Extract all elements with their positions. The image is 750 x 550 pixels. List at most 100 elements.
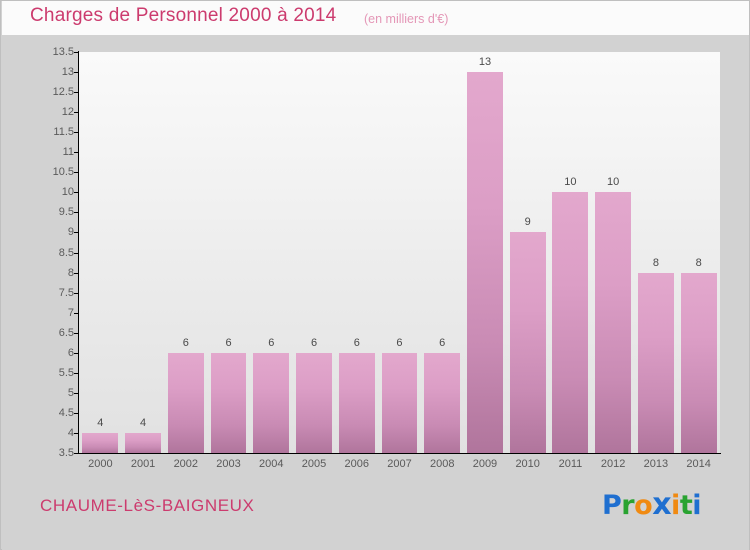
bar[interactable] — [467, 72, 503, 453]
bar-group: 6 — [164, 52, 207, 453]
x-axis-tick-label: 2012 — [600, 458, 626, 470]
bar-group: 10 — [592, 52, 635, 453]
bar-value-label: 6 — [182, 336, 189, 349]
y-axis-tick-mark — [74, 453, 79, 454]
proxiti-logo[interactable]: Proxiti — [602, 487, 701, 522]
logo-letter: P — [602, 490, 622, 521]
bar-value-label: 6 — [268, 336, 275, 349]
bar[interactable] — [82, 432, 119, 453]
y-axis-tick-mark — [74, 52, 79, 53]
x-axis-tick-label: 2000 — [88, 458, 113, 470]
y-axis-tick-mark — [74, 72, 79, 73]
bar[interactable] — [253, 352, 290, 453]
y-axis-tick-label: 7.5 — [58, 286, 74, 299]
bar-group: 6 — [293, 52, 336, 453]
x-axis-tick-label: 2001 — [130, 458, 156, 470]
y-axis-tick-label: 9.5 — [58, 206, 74, 219]
bar-group: 6 — [421, 52, 464, 453]
y-axis-tick-mark — [74, 413, 79, 414]
bar-group: 8 — [635, 52, 678, 453]
bar-group: 4 — [79, 52, 122, 453]
logo-letter: t — [679, 490, 693, 521]
bar-group: 6 — [250, 52, 293, 453]
x-axis-tick-label: 2006 — [344, 458, 369, 470]
bar-group: 10 — [549, 52, 592, 453]
y-axis-tick-label: 10.5 — [52, 166, 74, 179]
logo-letter: i — [692, 490, 701, 521]
bar-value-label: 4 — [97, 416, 104, 429]
x-axis-tick-label: 2003 — [216, 458, 241, 470]
bar-group: 9 — [506, 52, 549, 453]
y-axis-tick-label: 9 — [67, 226, 74, 239]
page-title: Charges de Personnel 2000 à 2014 — [30, 5, 337, 26]
bar-value-label: 9 — [524, 216, 531, 229]
x-axis-tick-label: 2005 — [301, 458, 327, 470]
bar-group: 6 — [207, 52, 250, 453]
y-axis-tick-label: 6.5 — [58, 326, 74, 339]
x-axis-tick-label: 2004 — [259, 458, 284, 470]
y-axis-tick-label: 12.5 — [52, 86, 74, 99]
bar-series: 4 4 6 6 6 6 6 6 6 13 9 10 10 8 8 — [79, 52, 720, 453]
y-axis-tick-mark — [74, 293, 79, 294]
commune-name: CHAUME-LèS-BAIGNEUX — [40, 496, 255, 515]
bar-value-label: 8 — [652, 256, 659, 269]
bar-value-label: 10 — [607, 176, 620, 189]
logo-letter: i — [671, 490, 680, 521]
bar-group: 8 — [677, 52, 720, 453]
y-axis-tick-label: 13 — [61, 66, 74, 79]
footer-bar: CHAUME-LèS-BAIGNEUX Proxiti — [2, 475, 749, 550]
bar[interactable] — [338, 352, 375, 453]
bar-group: 6 — [335, 52, 378, 453]
bar[interactable] — [167, 352, 204, 453]
y-axis-tick-label: 13.5 — [52, 46, 74, 58]
bar[interactable] — [595, 192, 632, 453]
header-bar: Charges de Personnel 2000 à 2014 (en mil… — [2, 1, 749, 35]
bar-value-label: 4 — [140, 416, 147, 429]
y-axis-tick-label: 4 — [67, 426, 74, 439]
bar-value-label: 6 — [310, 336, 318, 349]
bar[interactable] — [381, 352, 418, 453]
x-axis-tick-label: 2011 — [558, 458, 583, 470]
logo-letter: r — [621, 490, 635, 521]
y-axis-tick-label: 11.5 — [53, 126, 74, 139]
y-axis-tick-mark — [74, 212, 79, 213]
y-axis-tick-mark — [74, 172, 79, 173]
y-axis-tick-label: 8 — [67, 266, 74, 279]
y-axis-tick-mark — [74, 393, 79, 394]
bar-group: 4 — [122, 52, 165, 453]
bar[interactable] — [125, 432, 161, 453]
y-axis-tick-mark — [74, 353, 79, 354]
y-axis-tick-mark — [74, 433, 79, 434]
bar[interactable] — [424, 352, 461, 453]
bar-value-label: 6 — [396, 336, 403, 349]
bar-value-label: 6 — [353, 336, 360, 349]
logo-letter: x — [652, 487, 672, 522]
chart-panel: 3.5 4 4.5 5 5.5 6 6.5 7 7.5 8 8.5 9 9.5 10 10.5 11 11.5 1… — [2, 35, 749, 475]
y-axis-tick-label: 10 — [61, 186, 74, 199]
bar[interactable] — [210, 352, 247, 453]
bar-value-label: 6 — [225, 336, 232, 349]
y-axis-tick-label: 7 — [67, 306, 74, 319]
y-axis-tick-label: 3.5 — [58, 447, 74, 459]
y-axis-tick-mark — [74, 92, 79, 93]
bar[interactable] — [552, 192, 589, 453]
bar[interactable] — [296, 352, 332, 453]
bar[interactable] — [637, 272, 674, 453]
page-subtitle: (en milliers d'€) — [364, 12, 449, 26]
y-axis-tick-mark — [74, 253, 79, 254]
bar-value-label: 6 — [439, 336, 446, 349]
x-axis-line — [78, 453, 721, 454]
y-axis-tick-label: 6 — [67, 346, 74, 359]
bar[interactable] — [509, 232, 546, 453]
y-axis-tick-mark — [74, 313, 79, 314]
y-axis-tick-mark — [74, 273, 79, 274]
bar-group: 13 — [464, 52, 507, 453]
x-axis-tick-label: 2014 — [686, 458, 711, 470]
logo-letter: o — [634, 490, 653, 521]
bar[interactable] — [680, 272, 717, 453]
y-axis-tick-mark — [74, 232, 79, 233]
y-axis-tick-label: 12 — [61, 106, 74, 119]
bar-value-label: 8 — [695, 256, 702, 269]
y-axis-tick-mark — [74, 192, 79, 193]
